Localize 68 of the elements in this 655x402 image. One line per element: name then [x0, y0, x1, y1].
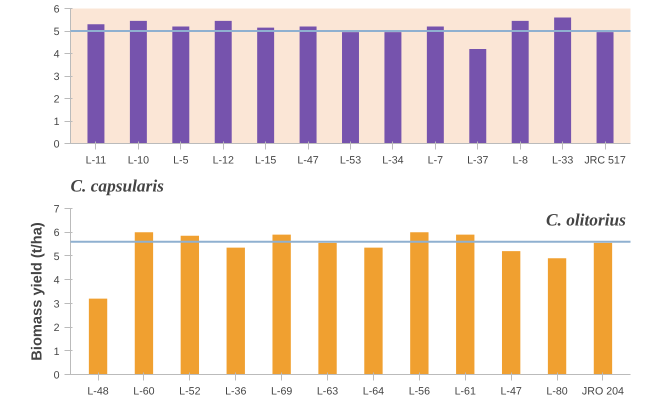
bar: [257, 28, 274, 144]
x-tick-label: L-5: [173, 154, 189, 166]
x-tick-label: L-10: [128, 154, 150, 166]
x-tick-label: L-15: [254, 154, 276, 166]
x-tick-label: L-37: [467, 154, 489, 166]
y-tick-label: 4: [54, 48, 60, 60]
bar: [426, 26, 444, 144]
bar: [410, 232, 429, 374]
x-tick-label: L-80: [546, 386, 568, 398]
bar: [134, 232, 154, 374]
y-tick-label: 2: [54, 94, 60, 106]
y-tick-label: 3: [54, 298, 60, 310]
x-tick-label: L-36: [225, 386, 246, 398]
x-tick-label: L-60: [133, 386, 155, 398]
bar: [180, 236, 200, 374]
chart-title: C. olitorius: [546, 210, 626, 230]
bar: [502, 251, 520, 374]
x-tick-label: L-56: [408, 386, 430, 398]
bar: [172, 26, 190, 144]
y-tick-label: 3: [54, 71, 60, 83]
x-tick-label: L-7: [428, 154, 444, 166]
bar: [318, 242, 337, 374]
bar: [456, 234, 474, 374]
bar: [384, 32, 402, 144]
bar: [87, 24, 104, 144]
x-tick-label: L-33: [552, 154, 574, 166]
x-tick-label: L-34: [382, 154, 404, 166]
x-tick-label: L-53: [340, 154, 362, 166]
x-tick-label: L-48: [87, 386, 109, 398]
y-tick-label: 1: [54, 116, 60, 128]
y-tick-label: 7: [54, 204, 60, 216]
bar: [594, 242, 612, 374]
x-tick-label: L-11: [86, 154, 106, 166]
bar: [214, 20, 232, 144]
y-tick-label: 1: [54, 346, 60, 358]
y-tick-label: 4: [54, 274, 60, 287]
y-tick-label: 0: [54, 138, 60, 150]
x-tick-label: JRC 517: [584, 154, 626, 166]
x-tick-label: L-69: [270, 386, 292, 398]
y-tick-label: 0: [54, 370, 60, 382]
bar: [364, 248, 383, 374]
y-tick-label: 5: [54, 250, 60, 263]
bar: [469, 49, 486, 144]
x-tick-label: L-47: [500, 386, 522, 398]
y-tick-label: 2: [54, 322, 60, 334]
x-tick-label: L-63: [316, 386, 338, 398]
x-tick-label: L-64: [362, 386, 384, 398]
bar: [554, 18, 572, 144]
bar: [300, 26, 317, 144]
bar: [342, 32, 359, 144]
bar: [130, 20, 147, 144]
bar: [226, 248, 245, 374]
bar: [272, 234, 291, 374]
x-tick-label: L-47: [297, 154, 319, 166]
bar: [596, 32, 614, 144]
text: C. capsularis: [70, 176, 164, 196]
x-tick-label: JRO 204: [582, 386, 624, 398]
x-tick-label: L-52: [179, 386, 201, 398]
x-tick-label: L-12: [212, 154, 234, 166]
y-tick-label: 6: [54, 227, 60, 240]
bar: [512, 20, 529, 144]
y-axis-title: Biomass yield (t/ha): [30, 222, 46, 361]
y-tick-label: 6: [54, 4, 60, 16]
bar: [548, 258, 566, 374]
x-tick-label: L-8: [512, 154, 528, 166]
y-tick-label: 5: [54, 26, 60, 38]
x-tick-label: L-61: [454, 386, 476, 398]
bar: [88, 298, 108, 374]
